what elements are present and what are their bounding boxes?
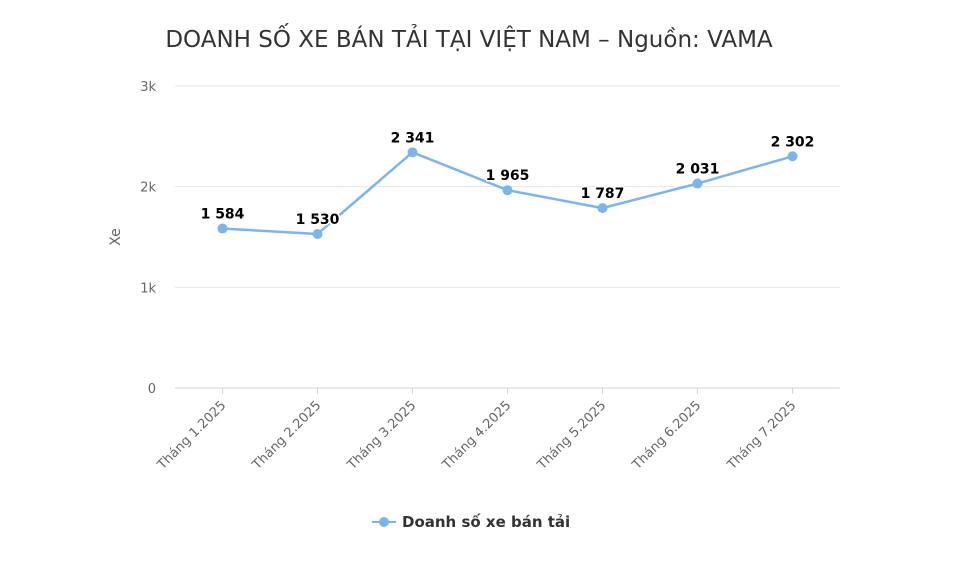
data-label: 1 787 — [581, 186, 625, 202]
data-point[interactable] — [502, 185, 513, 196]
data-point[interactable] — [217, 223, 228, 234]
data-label: 2 031 — [676, 162, 720, 178]
data-label: 2 302 — [771, 134, 815, 150]
x-tick-label: Tháng 2.2025 — [249, 398, 324, 473]
y-tick-label: 2k — [140, 181, 156, 196]
x-tick-label: Tháng 6.2025 — [629, 398, 704, 473]
y-tick-label: 3k — [140, 80, 156, 95]
series-group — [217, 147, 798, 239]
data-point[interactable] — [597, 203, 608, 214]
data-label: 1 965 — [486, 168, 530, 184]
data-point[interactable] — [312, 228, 323, 239]
y-axis-label: Xe — [108, 228, 124, 246]
legend-item-label[interactable]: Doanh số xe bán tải — [402, 512, 570, 531]
data-label: 1 584 — [201, 207, 245, 223]
data-point[interactable] — [407, 147, 418, 158]
x-tick-label: Tháng 4.2025 — [439, 398, 514, 473]
legend-marker — [379, 517, 389, 527]
x-axis-ticks: Tháng 1.2025 Tháng 2.2025 Tháng 3.2025 Thán… — [154, 388, 799, 473]
data-label: 1 530 — [296, 212, 340, 228]
y-tick-label: 0 — [148, 382, 156, 397]
x-tick-label: Tháng 5.2025 — [534, 398, 609, 473]
x-tick-label: Tháng 3.2025 — [344, 398, 419, 473]
x-tick-label: Tháng 7.2025 — [724, 398, 799, 473]
data-labels: 1 584 1 530 2 341 1 965 1 787 2 031 2 302 — [199, 129, 816, 230]
legend[interactable]: Doanh số xe bán tải — [372, 512, 570, 531]
grid-lines — [175, 85, 840, 389]
chart-title: DOANH SỐ XE BÁN TẢI TẠI VIỆT NAM – Nguồn… — [165, 23, 773, 53]
data-point[interactable] — [787, 151, 798, 162]
y-tick-label: 1k — [140, 281, 156, 296]
x-tick-label: Tháng 1.2025 — [154, 398, 229, 473]
data-point[interactable] — [692, 178, 703, 189]
y-axis-ticks: 0 1k 2k 3k — [140, 80, 156, 397]
data-label: 2 341 — [391, 130, 435, 146]
